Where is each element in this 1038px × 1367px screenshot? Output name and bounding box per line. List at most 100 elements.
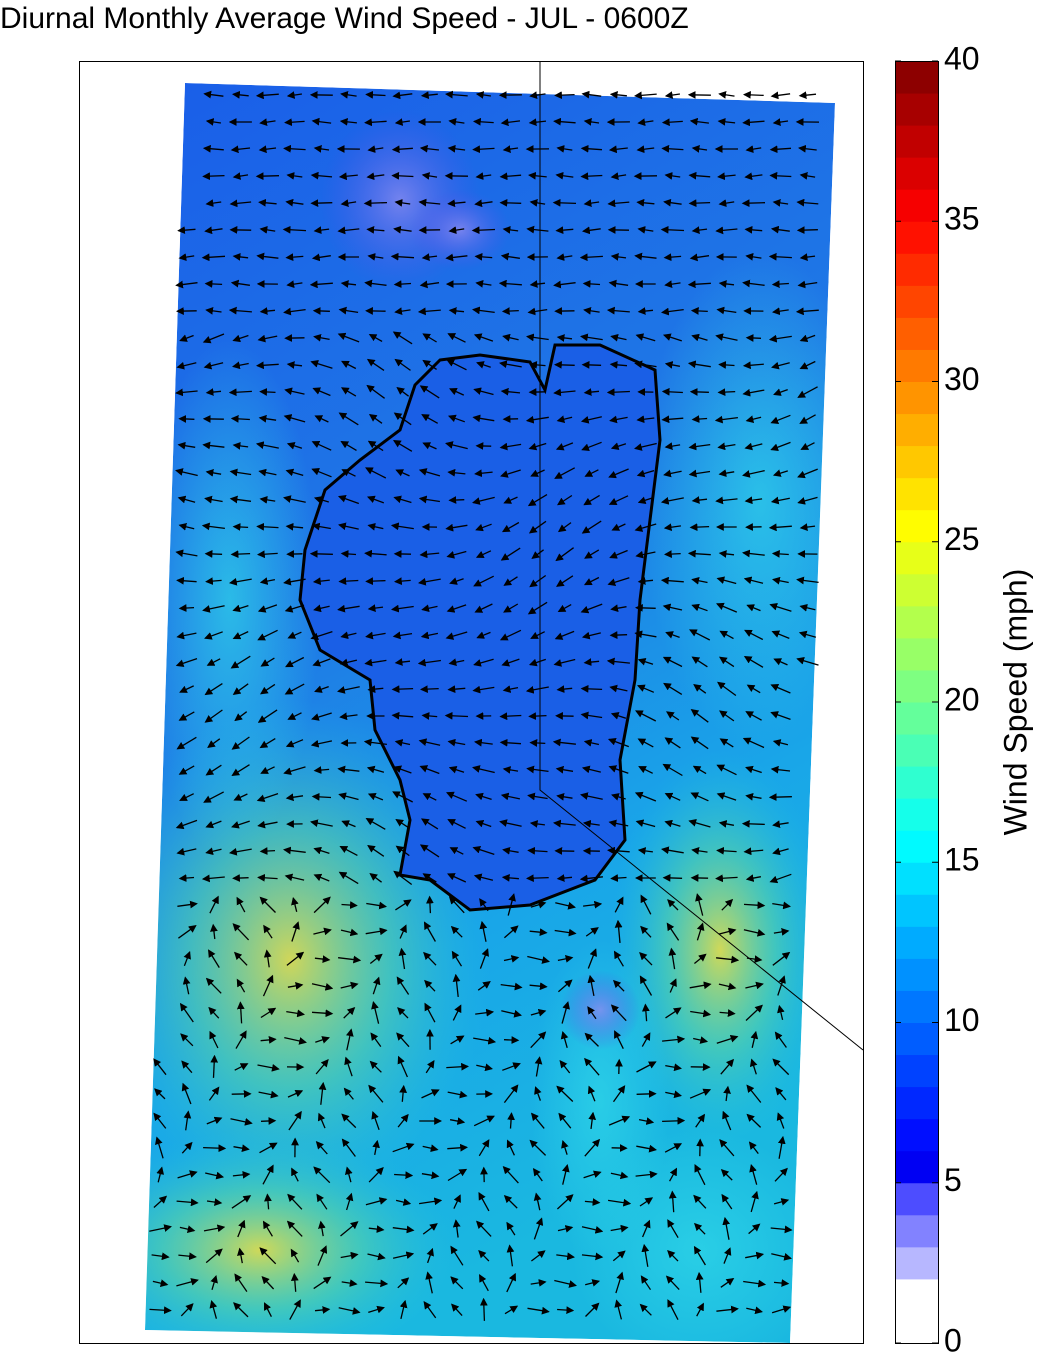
wind-arrow (180, 608, 194, 609)
colorbar-segment (895, 894, 938, 927)
wind-arrow (504, 1040, 518, 1041)
wind-arrow (232, 554, 250, 555)
wind-arrow (234, 527, 248, 528)
wind-arrow (554, 203, 576, 204)
colorbar-segment (895, 414, 938, 447)
colorbar-segment (895, 830, 938, 863)
colorbar-segment (895, 189, 938, 222)
wind-arrow (582, 689, 602, 690)
wind-arrow (611, 635, 627, 636)
colorbar-tick-label: 40 (944, 40, 980, 76)
wind-arrow (743, 203, 765, 204)
wind-arrow (314, 311, 330, 312)
colorbar-segment (895, 1023, 938, 1056)
colorbar-segment (895, 606, 938, 639)
colorbar-segment (895, 798, 938, 831)
wind-arrow (531, 743, 546, 744)
colorbar-label: Wind Speed (mph) (997, 569, 1033, 836)
wind-arrow (770, 797, 792, 798)
colorbar: 0 5 10 15 20 25 30 35 40 (895, 40, 980, 1358)
wind-arrow (637, 1094, 656, 1095)
colorbar-segment (895, 766, 938, 799)
colorbar-segment (895, 1151, 938, 1184)
wind-arrow (798, 230, 818, 231)
colorbar-tick-label: 25 (944, 521, 980, 557)
wind-arrow (430, 897, 431, 913)
wind-arrow (261, 392, 276, 393)
colorbar-tick-label: 30 (944, 361, 980, 397)
wind-arrow (664, 878, 682, 879)
colorbar-segment (895, 1311, 938, 1344)
colorbar-segment (895, 862, 938, 895)
wind-arrow (206, 554, 222, 555)
wind-arrow (747, 338, 761, 339)
wind-arrow (180, 419, 195, 420)
colorbar-tick-label: 20 (944, 681, 980, 717)
wind-arrow (527, 878, 548, 879)
wind-arrow (311, 554, 333, 555)
wind-arrow (206, 284, 222, 285)
wind-arrow (691, 392, 709, 393)
wind-arrow (555, 365, 574, 366)
wind-arrow (503, 311, 519, 312)
colorbar-segment (895, 1055, 938, 1088)
wind-arrow (744, 95, 763, 96)
colorbar-segment (895, 638, 938, 671)
wind-arrow (203, 1148, 225, 1149)
wind-arrow (257, 176, 279, 177)
colorbar-segment (895, 958, 938, 991)
colorbar-segment (895, 221, 938, 254)
colorbar-segment (895, 93, 938, 126)
colorbar-segment (895, 670, 938, 703)
colorbar-segment (895, 446, 938, 479)
colorbar-tick-label: 0 (944, 1322, 962, 1358)
colorbar-segment (895, 990, 938, 1023)
colorbar-segment (895, 1247, 938, 1280)
wind-arrow (583, 365, 601, 366)
wind-arrow (261, 1121, 275, 1122)
wind-arrow (233, 878, 248, 879)
colorbar-segment (895, 125, 938, 158)
colorbar-segment (895, 317, 938, 350)
colorbar-segment (895, 1119, 938, 1152)
colorbar-segment (895, 702, 938, 735)
colorbar-segment (895, 253, 938, 286)
wind-arrow (421, 689, 438, 690)
colorbar-segment (895, 734, 938, 767)
wind-arrow (501, 203, 521, 204)
colorbar-segment (895, 61, 938, 94)
wind-arrow (665, 554, 680, 555)
colorbar-tick-label: 10 (944, 1002, 980, 1038)
wind-arrow (204, 176, 225, 177)
wind-arrow (393, 689, 413, 690)
wind-arrow (743, 824, 765, 825)
wind-arrow (312, 203, 333, 204)
colorbar-tick-label: 15 (944, 842, 980, 878)
wind-arrow (484, 1299, 485, 1321)
wind-arrow (662, 1121, 684, 1122)
colorbar-segment (895, 574, 938, 607)
wind-arrow (555, 95, 574, 96)
wind-arrow (636, 608, 655, 609)
colorbar-segment (895, 1183, 938, 1216)
wind-arrow (530, 716, 547, 717)
colorbar-segment (895, 382, 938, 415)
colorbar-segment (895, 1087, 938, 1120)
colorbar-segment (895, 285, 938, 318)
colorbar-tick-label: 5 (944, 1162, 962, 1198)
colorbar-segment (895, 542, 938, 575)
colorbar-segment (895, 478, 938, 511)
colorbar-segment (895, 510, 938, 543)
colorbar-segment (895, 349, 938, 382)
wind-arrow (691, 527, 709, 528)
wind-arrow (261, 851, 275, 852)
colorbar-segment (895, 926, 938, 959)
wind-arrow (367, 581, 386, 582)
wind-arrow (365, 203, 387, 204)
wind-arrow (692, 311, 708, 312)
chart-title: Diurnal Monthly Average Wind Speed - JUL… (0, 2, 689, 35)
wind-arrow (719, 392, 735, 393)
colorbar-tick-label: 35 (944, 201, 980, 237)
